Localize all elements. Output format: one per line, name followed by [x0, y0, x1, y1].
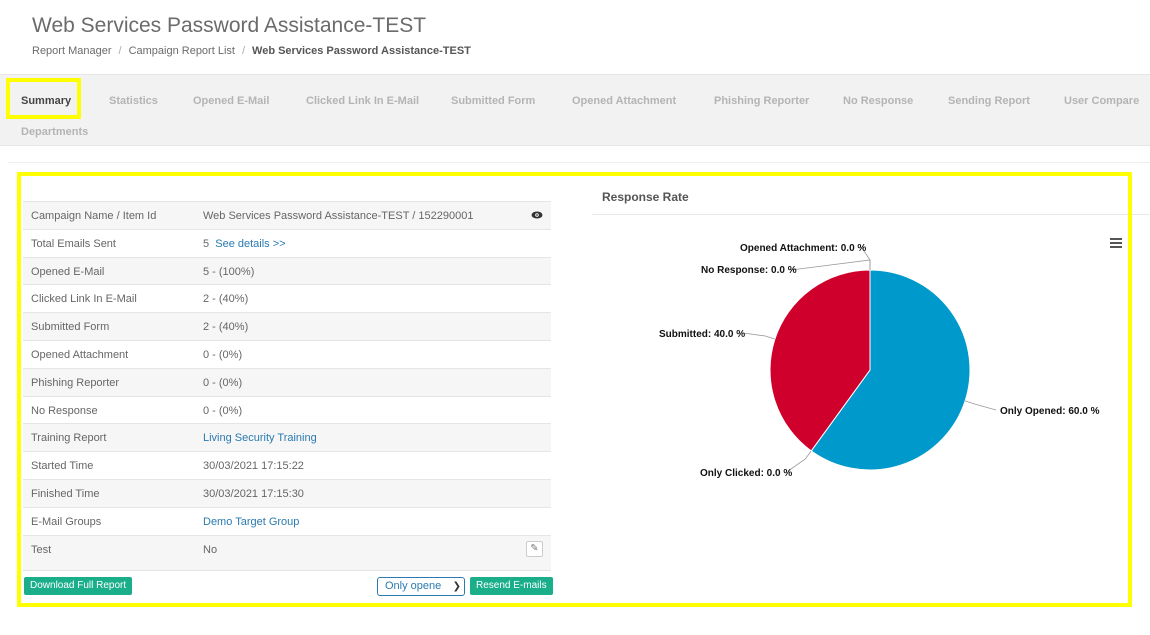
pie-data-label: Only Clicked: 0.0 %	[700, 468, 792, 479]
chevron-down-icon: ❯	[452, 581, 461, 592]
table-row: Finished Time 30/03/2021 17:15:30	[23, 479, 551, 508]
table-row: Campaign Name / Item Id Web Services Pas…	[23, 202, 551, 230]
breadcrumb-campaign-report-list[interactable]: Campaign Report List	[128, 45, 235, 57]
row-label: Phishing Reporter	[31, 376, 120, 389]
breadcrumb-separator: /	[118, 45, 122, 57]
table-row: Opened E-Mail 5 - (100%)	[23, 257, 551, 286]
tab-phishing-reporter[interactable]: Phishing Reporter	[714, 95, 810, 107]
row-label: Campaign Name / Item Id	[31, 210, 157, 222]
row-value: No	[203, 543, 218, 556]
tab-opened-attachment[interactable]: Opened Attachment	[572, 95, 677, 107]
pie-leader-line	[861, 247, 871, 270]
pie-slice-only-opened[interactable]	[810, 269, 971, 471]
eye-icon[interactable]	[531, 209, 543, 221]
row-value: 30/03/2021 17:15:30	[203, 487, 304, 500]
row-value: 2 - (40%)	[203, 293, 249, 306]
row-label: Total Emails Sent	[31, 237, 116, 250]
tab-clicked-link[interactable]: Clicked Link In E-Mail	[306, 95, 420, 107]
row-value: 5 See details >>	[203, 238, 286, 250]
row-label: Opened Attachment	[31, 348, 129, 361]
table-row: Phishing Reporter 0 - (0%)	[23, 368, 551, 397]
pie-leader-line	[742, 332, 776, 340]
training-report-link[interactable]: Living Security Training	[203, 432, 317, 445]
chart-divider	[592, 214, 1150, 215]
email-group-link[interactable]: Demo Target Group	[203, 515, 300, 528]
resend-filter-select[interactable]: Only opene ❯	[377, 577, 465, 596]
resend-emails-button[interactable]: Resend E-mails	[470, 577, 553, 595]
select-value: Only opene	[385, 580, 442, 592]
breadcrumb-separator: /	[241, 45, 246, 57]
row-value: Web Services Password Assistance-TEST / …	[203, 210, 474, 222]
row-label: Started Time	[31, 460, 94, 473]
table-row: E-Mail Groups Demo Target Group	[23, 508, 551, 536]
row-label: Finished Time	[31, 487, 100, 500]
hamburger-menu-icon[interactable]	[1110, 238, 1122, 248]
breadcrumb-current: Web Services Password Assistance-TEST	[252, 45, 471, 57]
download-full-report-button[interactable]: Download Full Report	[24, 577, 133, 595]
row-label: Test	[31, 543, 52, 556]
row-value: 0 - (0%)	[203, 376, 243, 389]
tab-no-response[interactable]: No Response	[843, 95, 914, 107]
see-details-link[interactable]: See details >>	[215, 237, 286, 250]
row-value: 0 - (0%)	[203, 404, 243, 417]
tab-user-compare[interactable]: User Compare	[1064, 95, 1140, 107]
row-value: 5 - (100%)	[203, 265, 255, 278]
row-label: Opened E-Mail	[31, 265, 105, 278]
chart-title: Response Rate	[602, 190, 689, 204]
summary-content-highlight	[17, 172, 1132, 607]
tab-statistics[interactable]: Statistics	[109, 95, 158, 107]
edit-icon[interactable]: ✎	[526, 540, 543, 557]
pie-leader-line	[964, 400, 997, 411]
pie-leader-line	[787, 450, 812, 472]
pie-data-label: Only Opened: 60.0 %	[1000, 406, 1100, 417]
table-row: Clicked Link In E-Mail 2 - (40%)	[23, 285, 551, 314]
table-row: Opened Attachment 0 - (0%)	[23, 341, 551, 369]
tab-departments[interactable]: Departments	[21, 126, 89, 138]
row-value: 2 - (40%)	[203, 321, 249, 334]
tab-submitted-form[interactable]: Submitted Form	[451, 95, 536, 107]
summary-tab-highlight	[6, 78, 81, 119]
table-row: Training Report Living Security Training	[23, 424, 551, 453]
tab-summary[interactable]: Summary	[21, 95, 72, 107]
pie-data-label: Opened Attachment: 0.0 %	[740, 243, 866, 254]
row-label: Training Report	[31, 432, 107, 445]
table-row: Test No ✎	[23, 535, 551, 571]
table-row: No Response 0 - (0%)	[23, 397, 551, 425]
campaign-summary-table: Campaign Name / Item Id Web Services Pas…	[23, 201, 551, 571]
row-value: 30/03/2021 17:15:22	[203, 460, 304, 473]
report-tab-bar: Summary Statistics Opened E-Mail Clicked…	[0, 74, 1150, 146]
pie-data-label: Submitted: 40.0 %	[659, 329, 745, 340]
total-emails-count: 5	[203, 237, 210, 250]
table-row: Total Emails Sent 5 See details >>	[23, 230, 551, 258]
breadcrumb: Report Manager / Campaign Report List / …	[32, 45, 471, 57]
pie-data-label: No Response: 0.0 %	[701, 265, 797, 276]
table-row: Submitted Form 2 - (40%)	[23, 313, 551, 341]
breadcrumb-report-manager[interactable]: Report Manager	[32, 45, 112, 57]
page-title: Web Services Password Assistance-TEST	[32, 14, 427, 37]
row-label: Submitted Form	[31, 321, 110, 334]
response-rate-pie-chart: Only Opened: 60.0 % Only Clicked: 0.0 % Su…	[659, 243, 1100, 479]
tab-opened-email[interactable]: Opened E-Mail	[193, 95, 270, 107]
row-label: E-Mail Groups	[31, 515, 102, 528]
row-label: No Response	[31, 404, 98, 417]
row-value: 0 - (0%)	[203, 348, 243, 361]
row-label: Clicked Link In E-Mail	[31, 293, 137, 306]
tab-sending-report[interactable]: Sending Report	[948, 95, 1030, 107]
table-row: Started Time 30/03/2021 17:15:22	[23, 452, 551, 480]
pie-slice-submitted[interactable]	[769, 269, 871, 452]
